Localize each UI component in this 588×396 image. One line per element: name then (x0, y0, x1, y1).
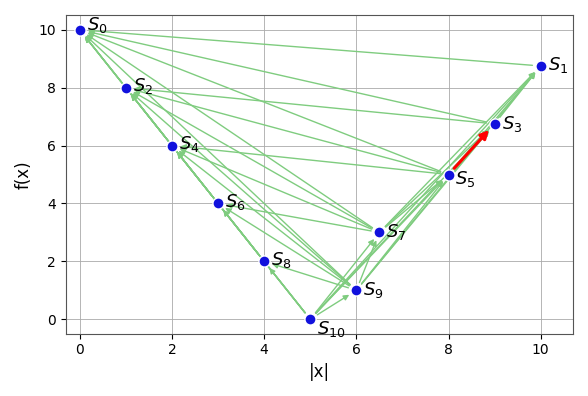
Text: $S_{6}$: $S_{6}$ (225, 192, 246, 212)
Text: $S_{1}$: $S_{1}$ (547, 55, 568, 74)
Text: $S_{3}$: $S_{3}$ (502, 114, 522, 134)
Text: $S_{8}$: $S_{8}$ (271, 250, 292, 270)
Text: $S_{7}$: $S_{7}$ (386, 223, 406, 242)
Y-axis label: f(x): f(x) (15, 160, 33, 189)
X-axis label: |x|: |x| (309, 363, 330, 381)
Text: $S_{9}$: $S_{9}$ (363, 280, 384, 300)
Text: $S_{4}$: $S_{4}$ (179, 134, 199, 154)
Text: $S_{0}$: $S_{0}$ (86, 15, 107, 35)
Text: $S_{5}$: $S_{5}$ (456, 169, 476, 189)
Text: $S_{2}$: $S_{2}$ (133, 76, 153, 96)
Text: $S_{10}$: $S_{10}$ (317, 320, 346, 339)
